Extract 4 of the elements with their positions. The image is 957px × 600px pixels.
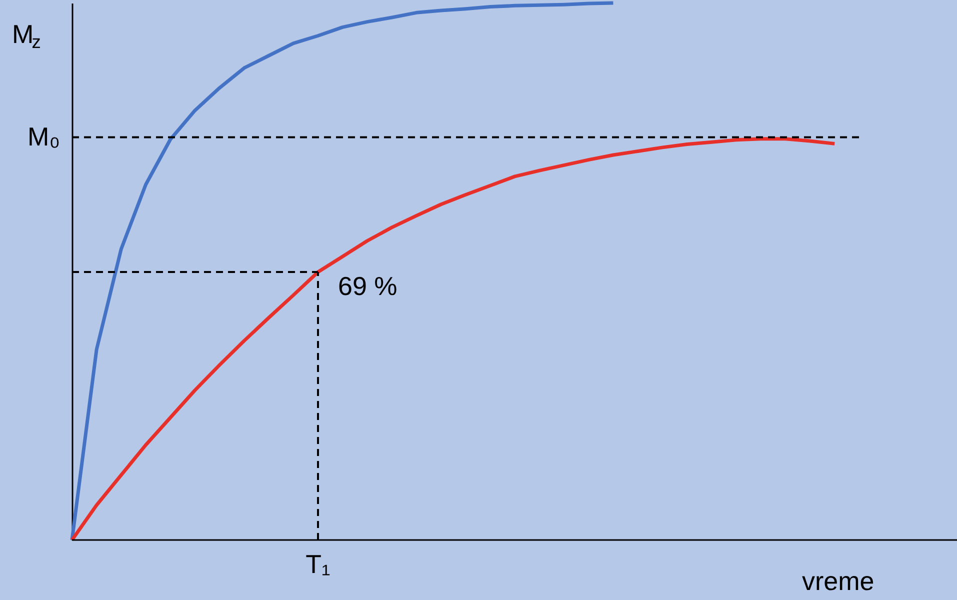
annotation: 69 %	[338, 271, 398, 302]
ref-line-label: M₀	[28, 121, 60, 152]
x-axis-title: vreme	[802, 566, 874, 596]
text: T₁	[306, 549, 331, 579]
